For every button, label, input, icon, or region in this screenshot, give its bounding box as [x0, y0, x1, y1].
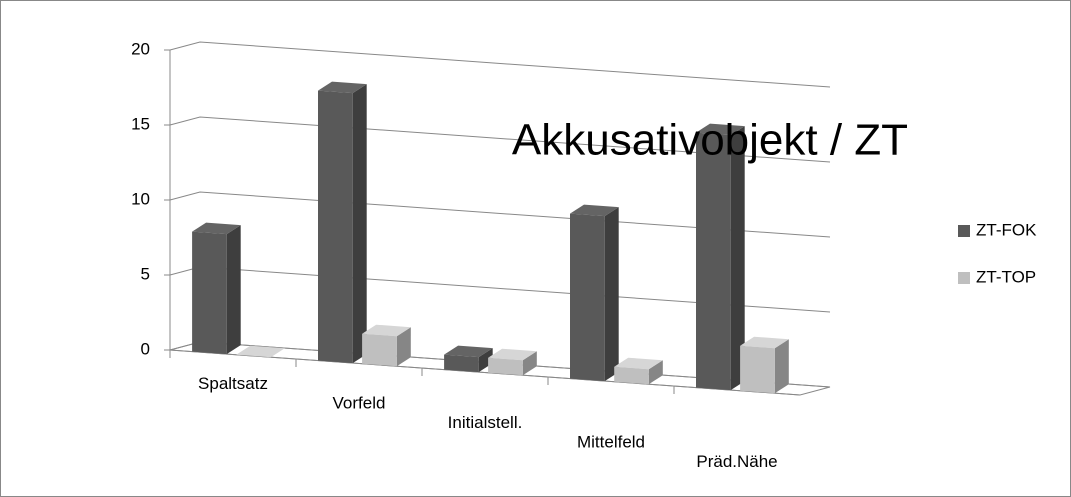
chart-title: Akkusativobjekt / ZT	[512, 116, 908, 165]
x-tick-label: Mittelfeld	[577, 432, 645, 451]
bar	[570, 213, 605, 382]
bar-side	[604, 207, 619, 382]
grid-line	[169, 191, 831, 238]
y-tick-label: 10	[131, 189, 150, 208]
bar	[696, 132, 731, 391]
bar-top	[488, 348, 537, 361]
bar	[614, 366, 649, 385]
bar-top	[318, 81, 367, 94]
bar	[318, 90, 353, 364]
bar	[362, 333, 397, 367]
bar-side	[522, 351, 537, 376]
bar-top	[696, 123, 745, 136]
grid-line	[169, 116, 831, 163]
legend-swatch	[958, 225, 970, 237]
bar-side	[226, 225, 241, 355]
bar-side	[478, 348, 493, 373]
bar-side	[352, 84, 367, 364]
x-tick-label: Spaltsatz	[198, 374, 268, 393]
legend-label: ZT-FOK	[976, 220, 1037, 239]
bar-side	[396, 327, 411, 367]
x-tick-label: Initialstell.	[448, 413, 523, 432]
bar-side	[648, 360, 663, 385]
bar-top	[740, 336, 789, 349]
bar-top	[444, 345, 493, 358]
y-tick-label: 5	[141, 264, 150, 283]
legend-label: ZT-TOP	[976, 267, 1036, 286]
y-tick-label: 15	[131, 114, 150, 133]
x-tick-label: Vorfeld	[333, 393, 386, 412]
bar-top	[192, 222, 241, 235]
y-tick-label: 20	[131, 39, 150, 58]
bar-side	[774, 339, 789, 394]
legend-swatch	[958, 272, 970, 284]
y-tick-label: 0	[141, 339, 150, 358]
grid-line	[169, 41, 831, 88]
bar	[488, 357, 523, 376]
bar-side	[730, 126, 745, 391]
x-axis	[169, 349, 801, 396]
bar	[740, 345, 775, 394]
bar-top	[570, 204, 619, 217]
bar-top	[236, 345, 285, 358]
bar-top	[362, 324, 411, 337]
x-tick-label: Präd.Nähe	[696, 452, 777, 471]
bar-top	[614, 357, 663, 370]
bar	[444, 354, 479, 373]
bar	[192, 231, 227, 355]
